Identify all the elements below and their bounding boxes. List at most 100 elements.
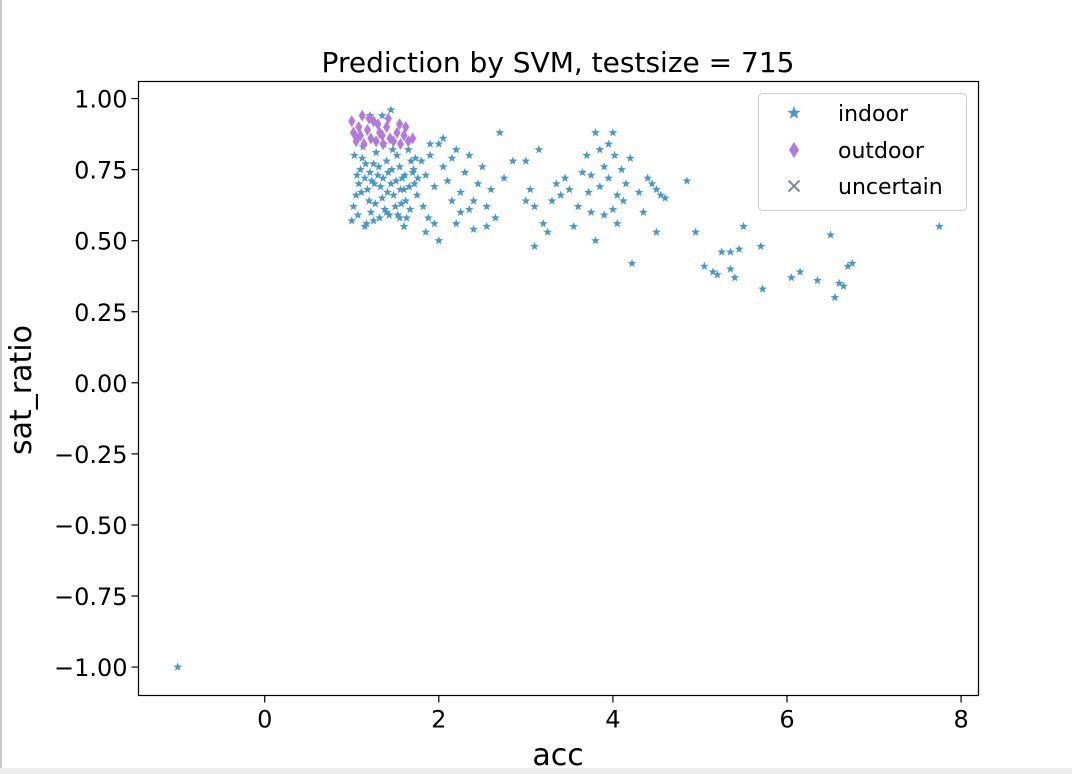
indoor-point [421, 227, 431, 236]
indoor-point [708, 267, 718, 276]
y-tick-label: 0.25 [74, 299, 127, 327]
indoor-point [397, 173, 407, 182]
indoor-point [538, 219, 548, 228]
indoor-point [652, 227, 661, 236]
indoor-point [173, 662, 183, 671]
indoor-point [373, 170, 383, 180]
indoor-point [404, 182, 414, 191]
indoor-point [604, 139, 613, 148]
indoor-point [934, 221, 944, 231]
indoor-point [456, 187, 465, 197]
y-tick-label: −0.50 [54, 512, 128, 540]
indoor-point [443, 176, 452, 185]
y-axis-ticks: 1.00 0.75 0.50 0.25 0.00 −0.25 −0.50 −0.75 −1.00 [54, 86, 139, 682]
x-tick-label: 0 [257, 706, 272, 734]
indoor-point [418, 201, 428, 211]
indoor-point [382, 156, 391, 165]
indoor-point [734, 244, 744, 253]
indoor-point [403, 145, 413, 154]
indoor-point [364, 196, 374, 205]
indoor-point [421, 170, 431, 180]
outdoor-point [376, 126, 384, 139]
indoor-point [376, 182, 385, 191]
indoor-point [834, 278, 844, 288]
indoor-point [434, 139, 444, 148]
indoor-point [813, 275, 822, 285]
indoor-point [486, 184, 496, 194]
indoor-point [434, 236, 444, 245]
indoor-point [756, 241, 766, 251]
indoor-point [712, 270, 722, 279]
outdoor-point [360, 138, 368, 151]
indoor-point [491, 213, 500, 222]
indoor-point [438, 133, 448, 143]
indoor-point [569, 221, 579, 231]
indoor-point [409, 165, 418, 174]
x-axis-ticks: 0 2 4 6 8 [257, 695, 969, 734]
indoor-point [586, 207, 596, 216]
outdoor-point [369, 115, 378, 128]
indoor-point [847, 258, 857, 268]
indoor-point [412, 190, 422, 199]
indoor-point [469, 224, 478, 234]
indoor-point [595, 182, 605, 191]
indoor-point [430, 219, 439, 228]
indoor-point [717, 247, 727, 256]
indoor-point [610, 150, 620, 160]
indoor-point [464, 150, 474, 160]
indoor-point [377, 111, 387, 120]
indoor-point [460, 167, 470, 177]
indoor-point [350, 150, 359, 160]
indoor-point [617, 165, 626, 174]
indoor-point [451, 219, 461, 228]
legend-markers [787, 106, 801, 193]
outdoor-point [348, 115, 356, 128]
outdoor-point [365, 112, 373, 125]
indoor-point [599, 162, 609, 171]
indoor-point [377, 193, 387, 202]
indoor-point [608, 204, 618, 214]
indoor-point [397, 199, 406, 208]
indoor-point [604, 173, 613, 182]
indoor-point [582, 150, 592, 160]
indoor-point [473, 179, 483, 188]
indoor-point [560, 173, 570, 182]
indoor-point [482, 201, 492, 211]
x-tick-label: 6 [779, 706, 794, 734]
indoor-point [375, 213, 384, 222]
indoor-point [363, 184, 372, 194]
legend-label-indoor: indoor [838, 102, 909, 127]
indoor-point [365, 167, 375, 177]
legend-marker-outdoor [789, 142, 799, 158]
indoor-point [395, 213, 405, 222]
indoor-point [386, 179, 396, 188]
x-tick-label: 4 [605, 706, 620, 734]
indoor-point [387, 165, 397, 174]
indoor-point [447, 153, 457, 162]
indoor-point [425, 150, 435, 160]
indoor-point [464, 204, 474, 214]
indoor-point [388, 145, 398, 154]
indoor-point [530, 201, 539, 211]
indoor-point [578, 167, 587, 177]
indoor-point [417, 156, 426, 165]
indoor-point [573, 201, 583, 211]
indoor-point [356, 187, 366, 197]
outdoor-point [379, 138, 387, 151]
indoor-point [508, 156, 518, 165]
indoor-point [399, 221, 409, 231]
indoor-point [354, 179, 364, 188]
indoor-point [456, 207, 465, 216]
indoor-point [499, 173, 509, 182]
indoor-point [627, 258, 637, 268]
indoor-point [430, 182, 439, 191]
indoor-point [495, 128, 505, 137]
indoor-point [370, 179, 379, 188]
indoor-point [599, 210, 609, 219]
y-tick-label: −0.75 [54, 583, 128, 611]
indoor-point [739, 221, 748, 231]
indoor-point [758, 284, 767, 293]
indoor-point [386, 105, 396, 114]
y-tick-label: 1.00 [74, 86, 127, 114]
